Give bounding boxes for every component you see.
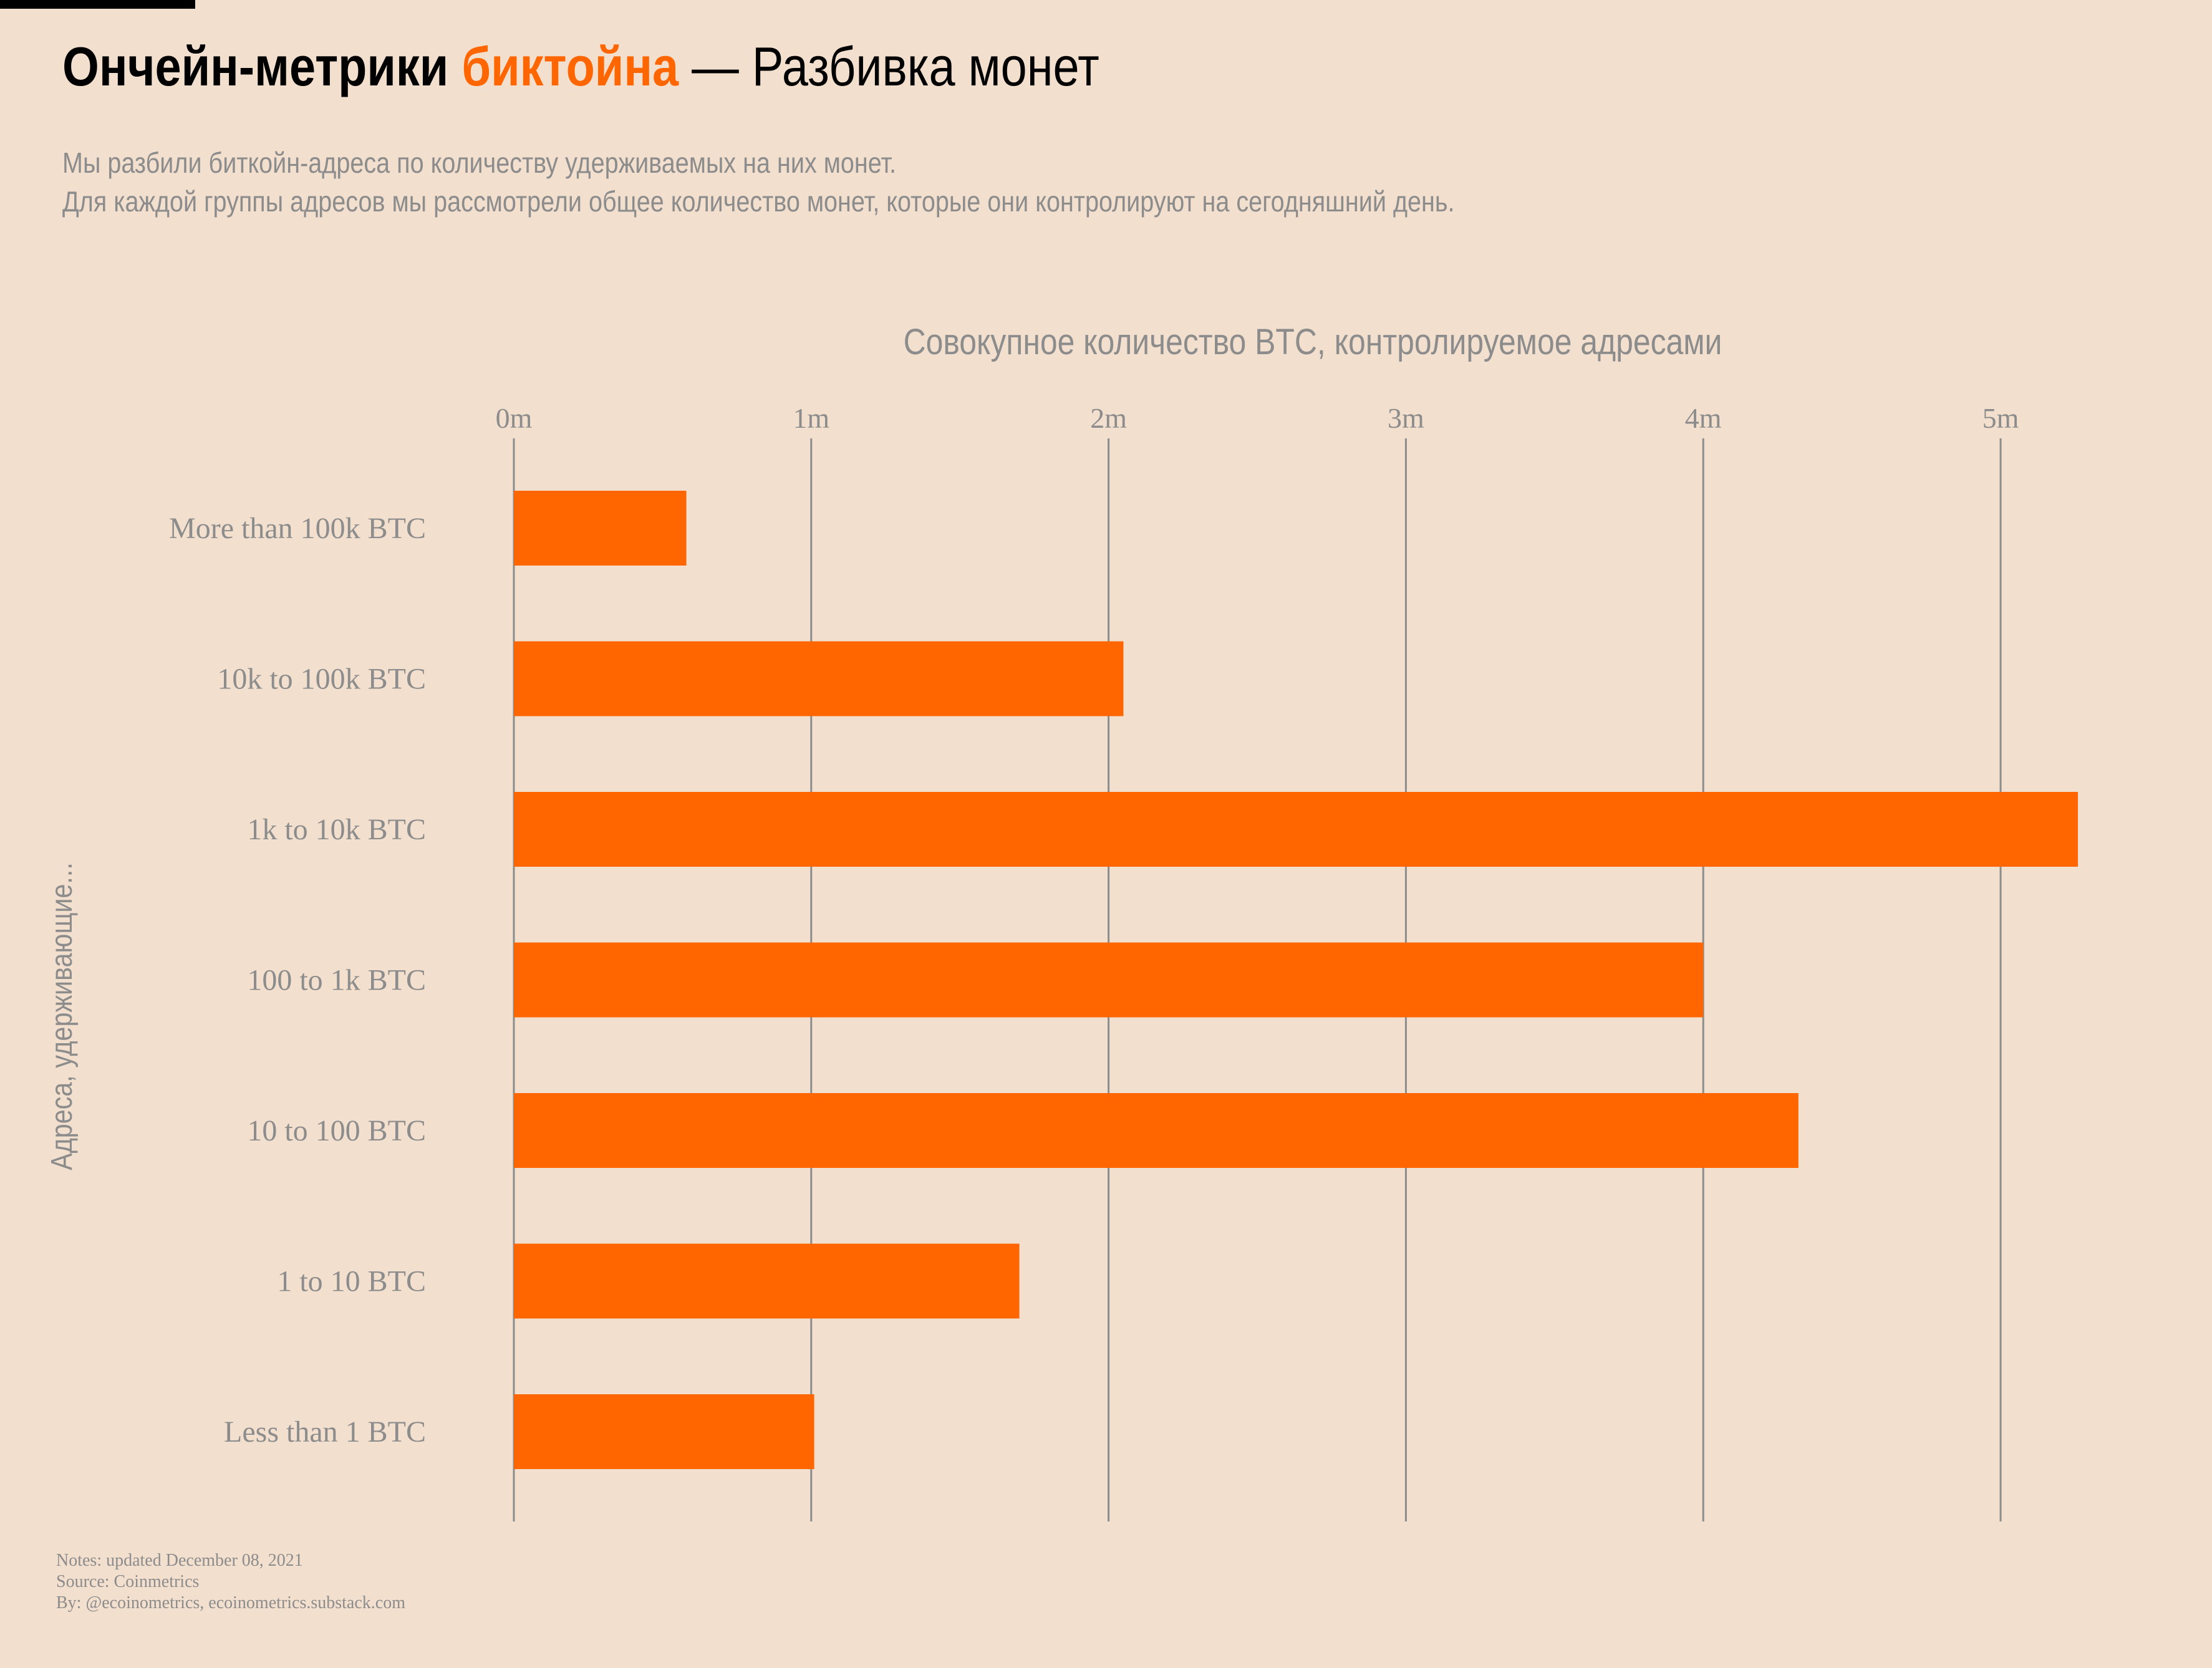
subtitle-line-1: Мы разбили биткойн-адреса по количеству … xyxy=(62,147,897,179)
x-axis-title: Совокупное количество BTC, контролируемо… xyxy=(904,322,1722,362)
category-label-0: More than 100k BTC xyxy=(169,512,426,545)
bar-6 xyxy=(514,1394,814,1469)
title-accent: биктойна xyxy=(461,36,679,97)
title-rest: — Разбивка монет xyxy=(692,36,1099,97)
bar-5 xyxy=(514,1243,1020,1319)
x-tick-label-5m: 5m xyxy=(1983,402,2019,434)
subtitle-line-2: Для каждой группы адресов мы рассмотрели… xyxy=(62,185,1455,218)
category-label-3: 100 to 1k BTC xyxy=(247,964,426,997)
x-tick-label-0m: 0m xyxy=(496,402,533,434)
chart-notes: Notes: updated December 08, 2021 Source:… xyxy=(56,1550,405,1614)
x-tick-label-2m: 2m xyxy=(1090,402,1127,434)
bar-0 xyxy=(514,491,687,566)
category-label-5: 1 to 10 BTC xyxy=(277,1265,426,1298)
chart-subtitle: Мы разбили биткойн-адреса по количеству … xyxy=(62,143,1454,221)
x-tick-label-4m: 4m xyxy=(1685,402,1722,434)
category-label-4: 10 to 100 BTC xyxy=(247,1114,426,1147)
notes-author: By: @ecoinometrics, ecoinometrics.substa… xyxy=(56,1593,405,1613)
bar-3 xyxy=(514,942,1704,1018)
y-axis-title: Адреса, удерживающие... xyxy=(45,862,79,1170)
category-label-6: Less than 1 BTC xyxy=(224,1415,426,1449)
top-accent-bar xyxy=(0,0,195,9)
x-tick-label-1m: 1m xyxy=(793,402,829,434)
bar-1 xyxy=(514,641,1124,716)
category-label-1: 10k to 100k BTC xyxy=(217,663,426,696)
notes-updated: Notes: updated December 08, 2021 xyxy=(56,1551,303,1570)
category-label-2: 1k to 10k BTC xyxy=(247,813,426,846)
notes-source: Source: Coinmetrics xyxy=(56,1572,200,1591)
title-bold: Ончейн-метрики xyxy=(62,36,449,97)
bar-2 xyxy=(514,792,2078,867)
bar-4 xyxy=(514,1093,1799,1168)
chart-title: Ончейн-метрики биктойна — Разбивка монет xyxy=(62,32,1099,101)
x-tick-label-3m: 3m xyxy=(1388,402,1424,434)
